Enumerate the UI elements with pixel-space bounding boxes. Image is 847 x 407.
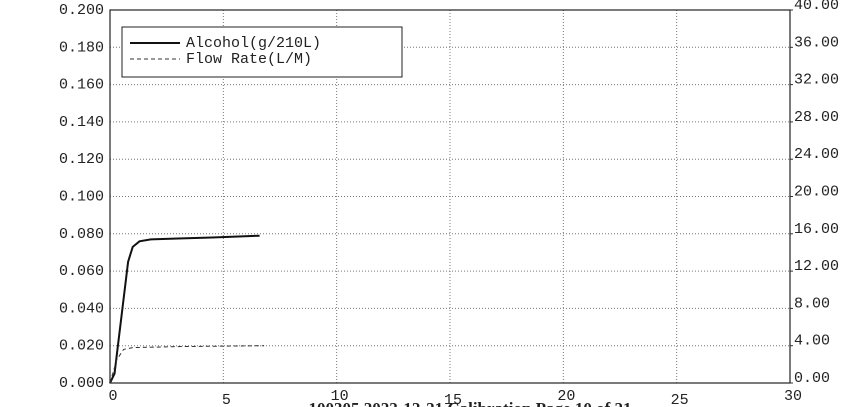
x-tick-label: 30	[784, 388, 802, 405]
y2-tick-label: 32.00	[794, 72, 839, 89]
y2-tick-label: 4.00	[794, 333, 830, 350]
y-tick-label: 0.020	[59, 338, 104, 355]
legend-label: Alcohol(g/210L)	[186, 35, 321, 52]
x-tick-label: 10	[331, 388, 349, 405]
legend-box	[121, 26, 403, 78]
plot-frame	[109, 9, 791, 384]
x-tick-label: 15	[444, 392, 462, 407]
x-tick-label: 20	[557, 388, 575, 405]
y-tick-label: 0.060	[59, 263, 104, 280]
y2-tick-label: 12.00	[794, 258, 839, 275]
series-line	[109, 234, 260, 384]
y2-tick-label: 28.00	[794, 109, 839, 126]
series-line	[109, 345, 265, 384]
y2-tick-label: 36.00	[794, 34, 839, 51]
y2-tick-label: 0.00	[794, 370, 830, 387]
y2-tick-label: 40.00	[794, 0, 839, 14]
y2-tick-label: 24.00	[794, 146, 839, 163]
y-tick-label: 0.040	[59, 300, 104, 317]
y-tick-label: 0.080	[59, 226, 104, 243]
y-tick-label: 0.200	[59, 2, 104, 19]
y-tick-label: 0.180	[59, 39, 104, 56]
y2-tick-label: 20.00	[794, 183, 839, 200]
y-tick-label: 0.160	[59, 77, 104, 94]
y2-tick-label: 16.00	[794, 221, 839, 238]
y-tick-label: 0.100	[59, 188, 104, 205]
legend-label: Flow Rate(L/M)	[186, 51, 312, 68]
y-tick-label: 0.000	[59, 375, 104, 392]
y2-tick-label: 8.00	[794, 295, 830, 312]
x-tick-label: 5	[222, 392, 231, 407]
footer: 100305 2022-12-21 Calibration Page 10 of…	[309, 399, 632, 407]
x-tick-label: 25	[671, 392, 689, 407]
x-tick-label: 0	[108, 388, 117, 405]
y-tick-label: 0.120	[59, 151, 104, 168]
y-tick-label: 0.140	[59, 114, 104, 131]
